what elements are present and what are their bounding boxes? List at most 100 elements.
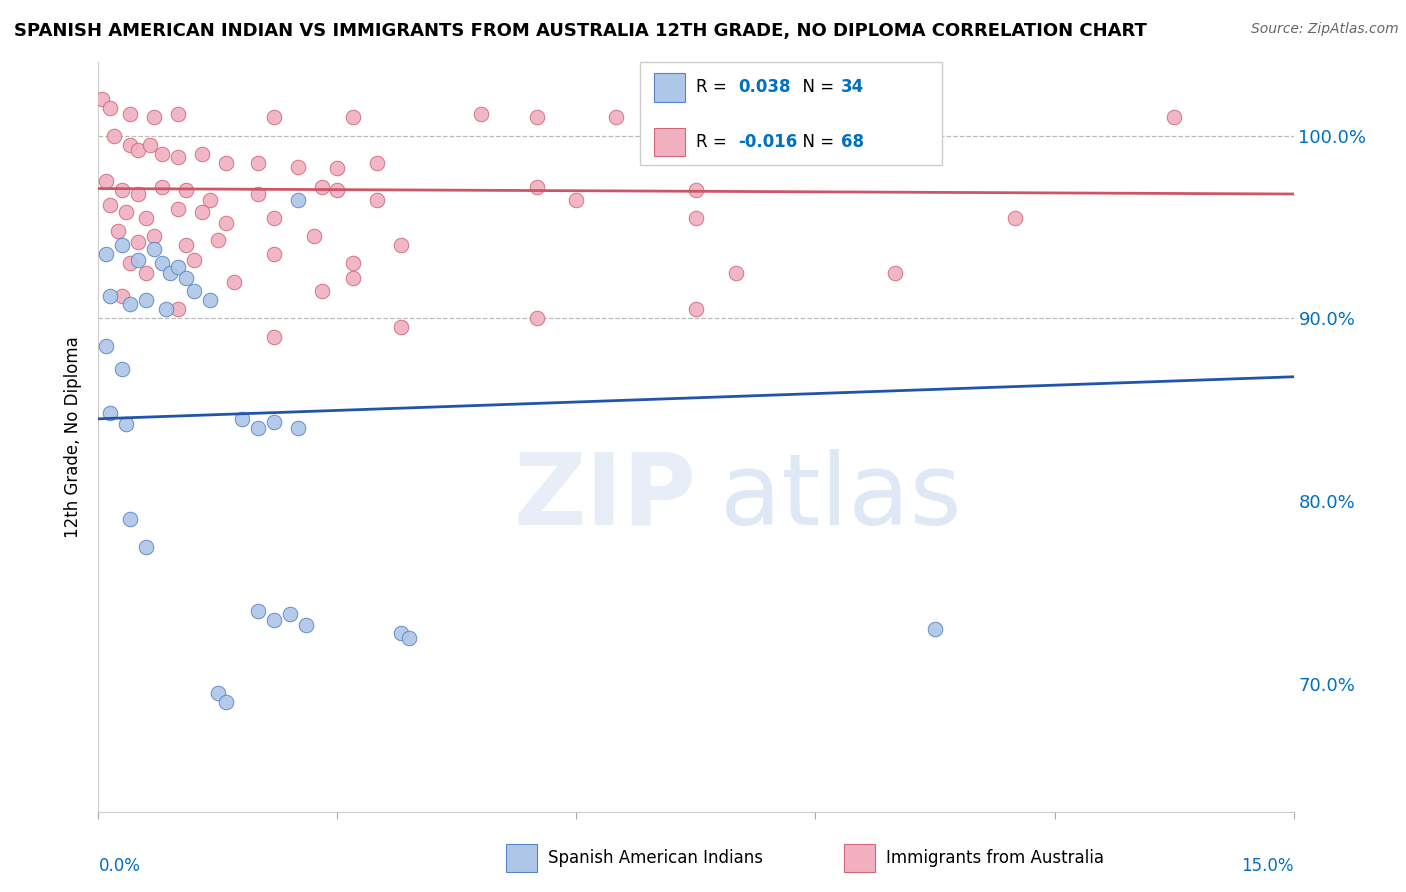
- Point: [183, 284, 205, 298]
- Point: [98, 289, 122, 303]
- Point: [215, 695, 238, 709]
- Point: [342, 271, 364, 285]
- Point: [215, 156, 238, 170]
- Point: [366, 156, 388, 170]
- Point: [565, 193, 588, 207]
- Point: [263, 110, 285, 124]
- Point: [98, 198, 122, 212]
- Point: [174, 271, 197, 285]
- Point: [263, 329, 285, 343]
- Point: [120, 296, 142, 310]
- Point: [246, 187, 269, 202]
- Point: [342, 256, 364, 270]
- Text: Immigrants from Australia: Immigrants from Australia: [886, 849, 1104, 867]
- Point: [207, 686, 229, 700]
- Point: [167, 202, 190, 216]
- Point: [1163, 110, 1185, 124]
- Point: [389, 238, 412, 252]
- Point: [143, 242, 166, 256]
- Point: [294, 618, 316, 632]
- Point: [150, 179, 173, 194]
- Point: [389, 625, 412, 640]
- Point: [150, 256, 173, 270]
- Point: [311, 284, 333, 298]
- Point: [91, 92, 114, 106]
- Point: [174, 238, 197, 252]
- Point: [398, 631, 420, 645]
- Point: [231, 412, 253, 426]
- Point: [135, 211, 157, 225]
- Point: [155, 302, 177, 317]
- Point: [96, 174, 118, 188]
- Point: [159, 266, 181, 280]
- Point: [326, 161, 349, 176]
- Text: ZIP: ZIP: [513, 449, 696, 546]
- Text: atlas: atlas: [720, 449, 962, 546]
- Point: [246, 604, 269, 618]
- Point: [167, 302, 190, 317]
- Point: [724, 266, 747, 280]
- Point: [139, 137, 162, 152]
- Point: [526, 110, 548, 124]
- Point: [135, 266, 157, 280]
- Point: [96, 339, 118, 353]
- Point: [167, 151, 190, 165]
- Point: [287, 160, 309, 174]
- Point: [605, 110, 627, 124]
- Point: [98, 406, 122, 420]
- Text: 68: 68: [841, 133, 863, 151]
- Point: [120, 512, 142, 526]
- Point: [526, 311, 548, 326]
- Point: [120, 256, 142, 270]
- Point: [198, 293, 221, 307]
- Point: [98, 101, 122, 115]
- Point: [111, 238, 134, 252]
- Point: [366, 193, 388, 207]
- Point: [207, 233, 229, 247]
- Point: [167, 260, 190, 274]
- Point: [263, 211, 285, 225]
- Text: 0.0%: 0.0%: [98, 857, 141, 875]
- Point: [685, 211, 707, 225]
- Point: [215, 216, 238, 230]
- Point: [685, 183, 707, 197]
- Point: [884, 266, 907, 280]
- Point: [342, 110, 364, 124]
- Point: [120, 106, 142, 120]
- Point: [191, 205, 214, 219]
- Text: N =: N =: [792, 78, 839, 96]
- Point: [278, 607, 301, 622]
- Point: [1004, 211, 1026, 225]
- Point: [120, 137, 142, 152]
- Point: [526, 179, 548, 194]
- Point: [115, 205, 138, 219]
- Point: [103, 128, 125, 143]
- Point: [302, 229, 325, 244]
- Point: [96, 247, 118, 261]
- Text: 0.038: 0.038: [738, 78, 790, 96]
- Point: [389, 320, 412, 334]
- Point: [127, 143, 149, 157]
- Point: [222, 275, 245, 289]
- Point: [135, 293, 157, 307]
- Point: [198, 193, 221, 207]
- Point: [191, 146, 214, 161]
- Point: [150, 146, 173, 161]
- Text: SPANISH AMERICAN INDIAN VS IMMIGRANTS FROM AUSTRALIA 12TH GRADE, NO DIPLOMA CORR: SPANISH AMERICAN INDIAN VS IMMIGRANTS FR…: [14, 22, 1147, 40]
- Point: [127, 187, 149, 202]
- Point: [115, 417, 138, 432]
- Text: 15.0%: 15.0%: [1241, 857, 1294, 875]
- Point: [685, 302, 707, 317]
- Point: [143, 229, 166, 244]
- Point: [311, 179, 333, 194]
- Point: [127, 235, 149, 249]
- Point: [135, 540, 157, 554]
- Point: [263, 416, 285, 430]
- Text: Spanish American Indians: Spanish American Indians: [548, 849, 763, 867]
- Point: [924, 622, 946, 636]
- Point: [143, 110, 166, 124]
- Point: [287, 193, 309, 207]
- Point: [470, 106, 492, 120]
- Text: R =: R =: [696, 78, 733, 96]
- Point: [246, 421, 269, 435]
